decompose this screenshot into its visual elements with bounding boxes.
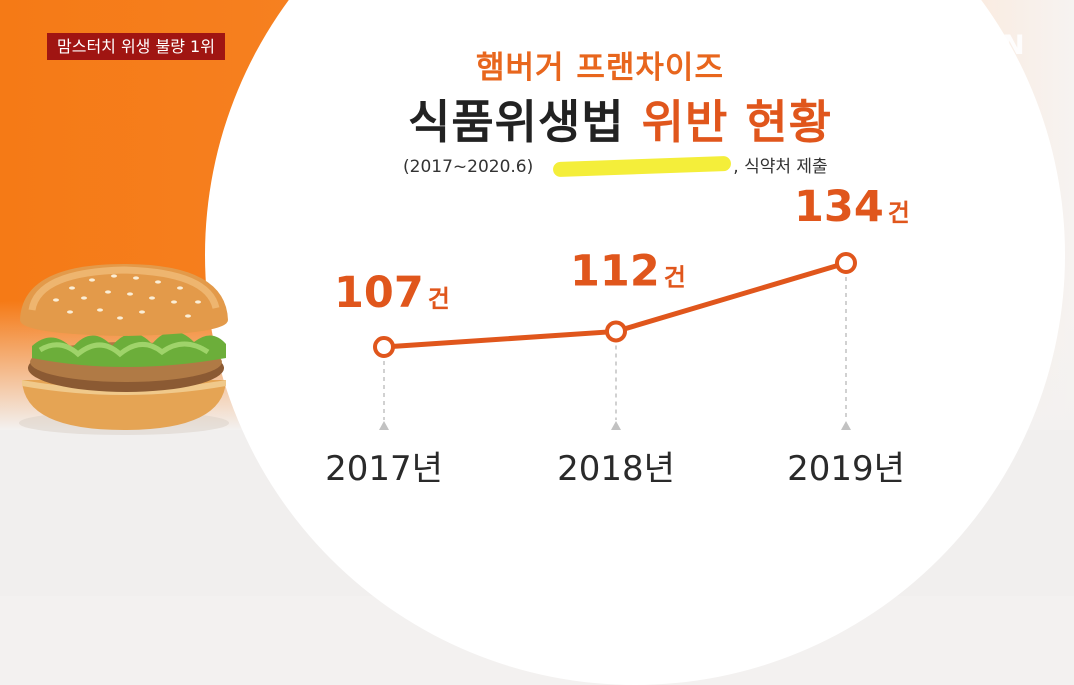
chart-subtitle: 햄버거 프랜차이즈 <box>476 50 724 86</box>
data-label-value-1: 112 <box>570 246 660 296</box>
data-label-unit-2: 건 <box>888 199 910 227</box>
white-circle-panel <box>205 0 1065 685</box>
data-label-unit-1: 건 <box>664 263 686 291</box>
data-label-1: 112 건 <box>570 246 686 296</box>
data-label-2: 134 건 <box>794 182 910 232</box>
source-period: (2017~2020.6) <box>403 157 534 177</box>
news-tag: 맘스터치 위생 불량 1위 <box>47 33 225 60</box>
data-label-unit-0: 건 <box>428 285 450 313</box>
hamburger-illustration <box>19 264 229 435</box>
axis-tick-marker-1 <box>611 421 621 430</box>
axis-tick-marker-2 <box>841 421 851 430</box>
chart-title: 식품위생법 위반 현황 <box>340 86 900 152</box>
x-tick-label-0: 2017년 <box>325 449 443 489</box>
x-tick-label-1: 2018년 <box>557 449 675 489</box>
data-point-0 <box>373 336 395 358</box>
data-label-value-2: 134 <box>794 182 884 232</box>
chart-title-part1: 식품위생법 <box>408 95 625 149</box>
chart-title-part2: 위반 현황 <box>641 95 832 149</box>
source-tail: , 식약처 제출 <box>733 157 828 177</box>
source-note: (2017~2020.6) , 식약처 제출 <box>403 152 828 178</box>
data-label-0: 107 건 <box>334 268 450 318</box>
x-tick-label-2: 2019년 <box>787 449 905 489</box>
axis-tick-marker-0 <box>379 421 389 430</box>
data-point-2 <box>835 252 857 274</box>
ytn-logo: YTN <box>962 30 1026 61</box>
data-point-1 <box>605 320 627 343</box>
data-label-value-0: 107 <box>334 268 424 318</box>
